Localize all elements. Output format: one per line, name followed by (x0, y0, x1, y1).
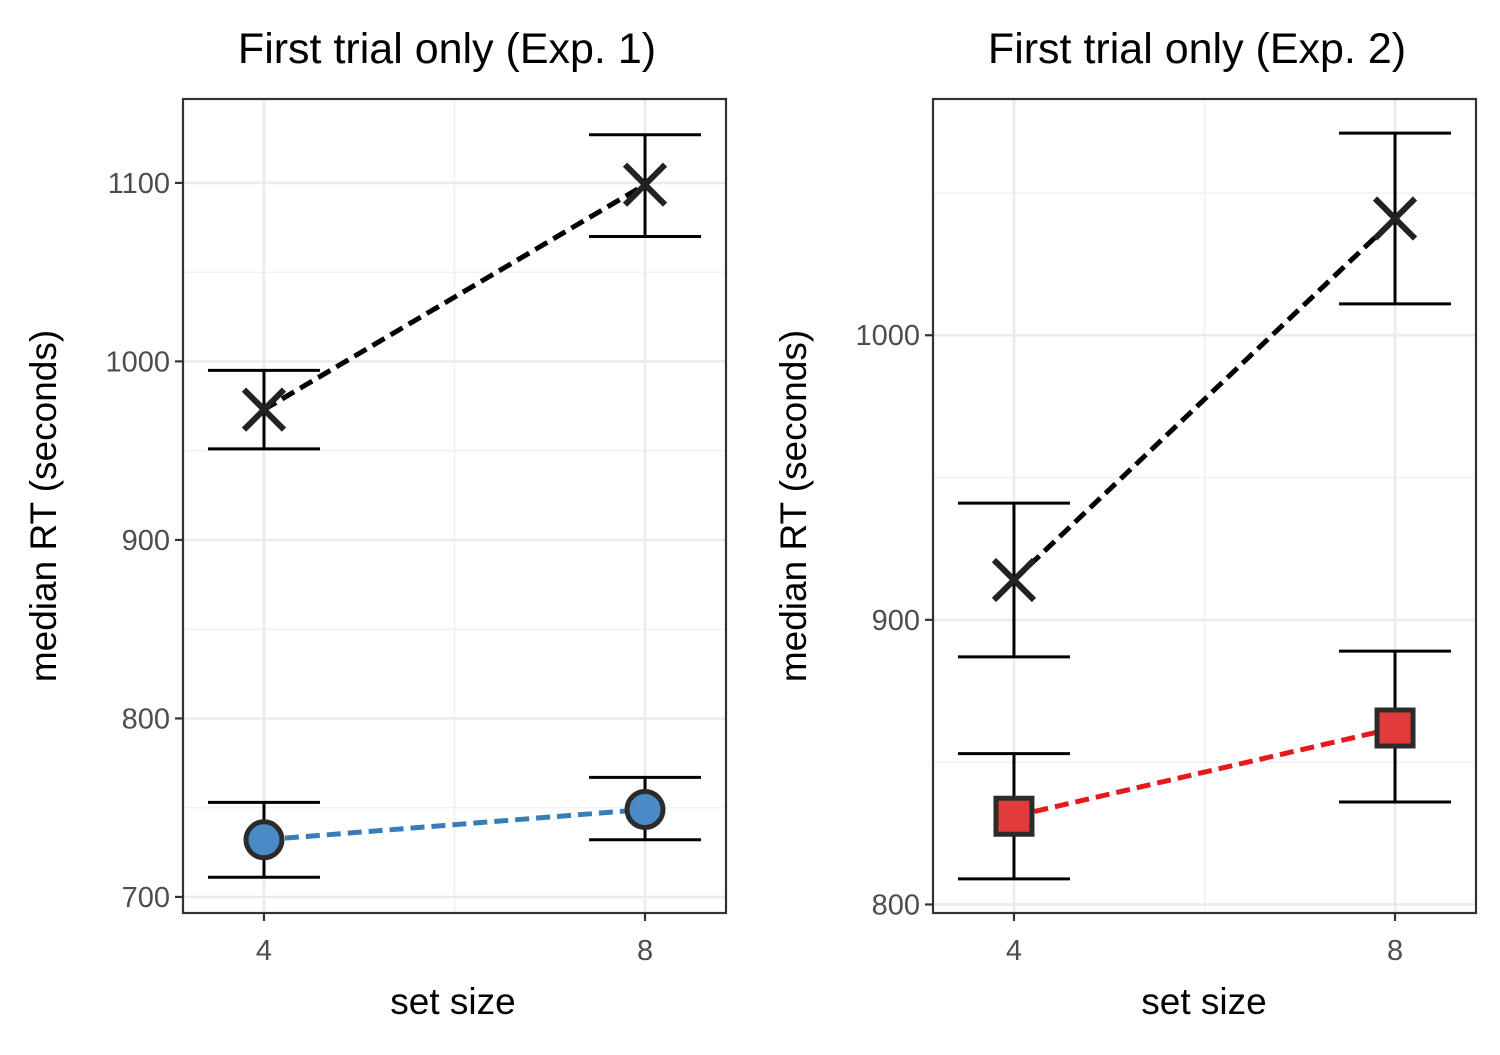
x-tick-label: 8 (637, 935, 653, 967)
point-x-marker (622, 162, 668, 207)
panel-border (181, 97, 728, 915)
series-x (207, 133, 702, 451)
y-axis: 800 900 1000 (855, 320, 933, 921)
point-square (993, 795, 1035, 837)
y-tick-label: 900 (872, 605, 920, 637)
point-x-stroke (622, 162, 668, 207)
point-square (1374, 707, 1416, 749)
y-axis-title: median RT (seconds) (23, 330, 64, 682)
panel-exp2: First trial only (Exp. 2) set size media… (773, 25, 1478, 1022)
panel-border (931, 97, 1478, 915)
series-line (1012, 216, 1397, 582)
y-tick-label: 700 (122, 882, 170, 914)
x-tick-label: 8 (1387, 935, 1403, 967)
series-line (262, 182, 647, 412)
series-circle (207, 775, 702, 879)
panel-title: First trial only (Exp. 2) (988, 25, 1406, 73)
x-tick-label: 4 (1006, 935, 1022, 967)
y-tick-label: 800 (122, 703, 170, 735)
y-axis: 700 800 900 1000 1100 (105, 168, 183, 914)
y-tick-label: 800 (872, 889, 920, 921)
series-x (957, 131, 1452, 659)
y-tick-label: 1000 (105, 346, 170, 378)
point-x-stroke (241, 387, 287, 432)
point-x-marker (991, 557, 1037, 603)
y-tick-label: 900 (122, 525, 170, 557)
panel-title: First trial only (Exp. 1) (238, 25, 656, 73)
point-x-stroke (1372, 196, 1418, 241)
x-tick-label: 4 (256, 935, 272, 967)
point-circle (243, 819, 285, 861)
y-tick-label: 1100 (108, 168, 170, 200)
point-x-stroke (991, 557, 1037, 603)
point-x-marker (1372, 196, 1418, 241)
point-x-marker (241, 387, 287, 432)
point-circle (624, 788, 666, 830)
y-axis-title: median RT (seconds) (773, 330, 814, 682)
series-line (263, 806, 646, 843)
y-tick-label: 1000 (855, 320, 920, 352)
panel-exp1: First trial only (Exp. 1) set size media… (23, 25, 728, 1022)
series-line (1013, 725, 1396, 819)
x-axis-title: set size (1141, 981, 1266, 1022)
series-square (957, 649, 1452, 881)
x-axis-title: set size (390, 981, 515, 1022)
